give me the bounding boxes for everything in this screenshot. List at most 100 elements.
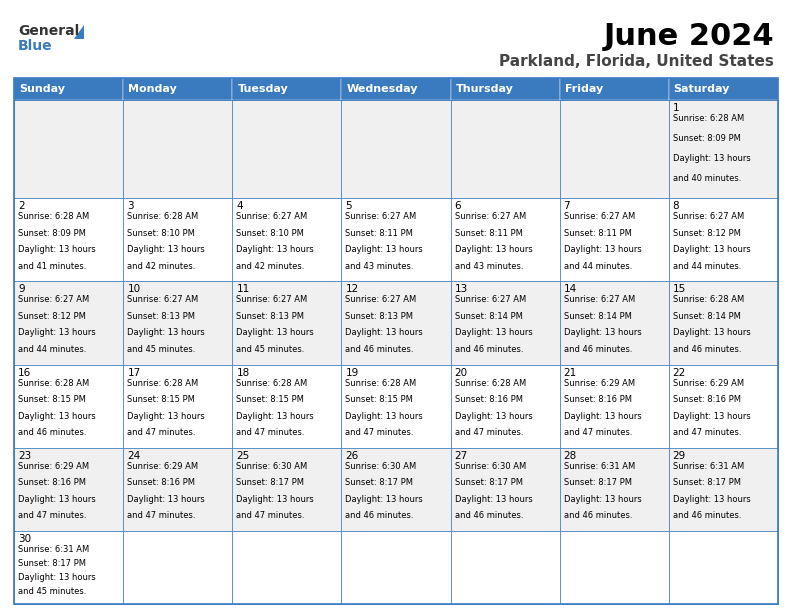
- Text: and 46 minutes.: and 46 minutes.: [345, 511, 414, 520]
- Text: Daylight: 13 hours: Daylight: 13 hours: [128, 411, 205, 420]
- Bar: [14, 198, 124, 282]
- Text: Sunrise: 6:28 AM: Sunrise: 6:28 AM: [345, 379, 417, 387]
- Bar: [451, 448, 560, 531]
- Text: Sunset: 8:12 PM: Sunset: 8:12 PM: [18, 312, 86, 321]
- Text: and 44 minutes.: and 44 minutes.: [18, 345, 86, 354]
- Bar: [668, 448, 778, 531]
- Text: Daylight: 13 hours: Daylight: 13 hours: [18, 329, 96, 337]
- Text: Sunset: 8:17 PM: Sunset: 8:17 PM: [564, 478, 631, 487]
- Text: and 45 minutes.: and 45 minutes.: [128, 345, 196, 354]
- Bar: [124, 448, 232, 531]
- Bar: [560, 448, 668, 531]
- Text: and 47 minutes.: and 47 minutes.: [236, 511, 305, 520]
- Bar: [668, 198, 778, 282]
- Text: Daylight: 13 hours: Daylight: 13 hours: [672, 154, 751, 163]
- Text: 4: 4: [236, 201, 243, 211]
- Text: Sunrise: 6:30 AM: Sunrise: 6:30 AM: [345, 462, 417, 471]
- Text: Sunset: 8:17 PM: Sunset: 8:17 PM: [18, 559, 86, 568]
- Text: and 46 minutes.: and 46 minutes.: [564, 345, 632, 354]
- Bar: [232, 365, 341, 448]
- Text: and 43 minutes.: and 43 minutes.: [455, 262, 523, 271]
- Text: Sunset: 8:17 PM: Sunset: 8:17 PM: [236, 478, 304, 487]
- Bar: [451, 365, 560, 448]
- Text: Blue: Blue: [18, 39, 52, 53]
- Text: 25: 25: [236, 451, 249, 461]
- Text: Daylight: 13 hours: Daylight: 13 hours: [672, 245, 751, 254]
- Text: 12: 12: [345, 285, 359, 294]
- Text: Daylight: 13 hours: Daylight: 13 hours: [564, 245, 642, 254]
- Text: Daylight: 13 hours: Daylight: 13 hours: [672, 494, 751, 504]
- Text: Friday: Friday: [565, 84, 603, 94]
- Bar: [124, 100, 232, 198]
- Text: Sunrise: 6:29 AM: Sunrise: 6:29 AM: [564, 379, 634, 387]
- Text: Sunrise: 6:27 AM: Sunrise: 6:27 AM: [345, 212, 417, 222]
- Text: June 2024: June 2024: [604, 22, 774, 51]
- Text: 26: 26: [345, 451, 359, 461]
- Bar: [560, 198, 668, 282]
- Text: 11: 11: [236, 285, 249, 294]
- Text: Sunrise: 6:31 AM: Sunrise: 6:31 AM: [18, 545, 89, 554]
- Text: Sunset: 8:14 PM: Sunset: 8:14 PM: [455, 312, 523, 321]
- Text: and 47 minutes.: and 47 minutes.: [672, 428, 741, 437]
- Text: Sunset: 8:17 PM: Sunset: 8:17 PM: [672, 478, 741, 487]
- Text: Sunset: 8:11 PM: Sunset: 8:11 PM: [564, 229, 631, 237]
- Bar: [560, 365, 668, 448]
- Bar: [668, 100, 778, 198]
- Text: Sunset: 8:11 PM: Sunset: 8:11 PM: [455, 229, 523, 237]
- Text: Thursday: Thursday: [455, 84, 513, 94]
- Text: and 46 minutes.: and 46 minutes.: [672, 345, 741, 354]
- Text: 3: 3: [128, 201, 134, 211]
- Bar: [341, 78, 451, 100]
- Bar: [14, 531, 124, 604]
- Text: Sunrise: 6:28 AM: Sunrise: 6:28 AM: [672, 296, 744, 304]
- Text: Sunset: 8:13 PM: Sunset: 8:13 PM: [345, 312, 413, 321]
- Text: Daylight: 13 hours: Daylight: 13 hours: [128, 494, 205, 504]
- Bar: [341, 198, 451, 282]
- Bar: [451, 198, 560, 282]
- Text: Sunrise: 6:27 AM: Sunrise: 6:27 AM: [672, 212, 744, 222]
- Text: Sunrise: 6:27 AM: Sunrise: 6:27 AM: [564, 212, 635, 222]
- Polygon shape: [74, 25, 84, 39]
- Text: Sunset: 8:16 PM: Sunset: 8:16 PM: [18, 478, 86, 487]
- Bar: [451, 282, 560, 365]
- Text: Sunrise: 6:27 AM: Sunrise: 6:27 AM: [564, 296, 635, 304]
- Text: Sunrise: 6:27 AM: Sunrise: 6:27 AM: [236, 296, 307, 304]
- Text: Daylight: 13 hours: Daylight: 13 hours: [345, 411, 423, 420]
- Text: Daylight: 13 hours: Daylight: 13 hours: [564, 494, 642, 504]
- Text: Sunrise: 6:30 AM: Sunrise: 6:30 AM: [236, 462, 307, 471]
- Text: and 45 minutes.: and 45 minutes.: [236, 345, 305, 354]
- Text: 24: 24: [128, 451, 140, 461]
- Text: Sunday: Sunday: [19, 84, 65, 94]
- Bar: [124, 282, 232, 365]
- Text: and 41 minutes.: and 41 minutes.: [18, 262, 86, 271]
- Text: Sunrise: 6:28 AM: Sunrise: 6:28 AM: [236, 379, 307, 387]
- Text: Sunset: 8:16 PM: Sunset: 8:16 PM: [672, 395, 741, 404]
- Bar: [232, 531, 341, 604]
- Bar: [668, 365, 778, 448]
- Text: Daylight: 13 hours: Daylight: 13 hours: [455, 411, 532, 420]
- Text: 22: 22: [672, 368, 686, 378]
- Text: and 40 minutes.: and 40 minutes.: [672, 174, 741, 183]
- Bar: [451, 78, 560, 100]
- Text: 18: 18: [236, 368, 249, 378]
- Text: Parkland, Florida, United States: Parkland, Florida, United States: [499, 54, 774, 69]
- Text: 14: 14: [564, 285, 577, 294]
- Text: Sunset: 8:12 PM: Sunset: 8:12 PM: [672, 229, 741, 237]
- Bar: [232, 78, 341, 100]
- Text: Sunset: 8:09 PM: Sunset: 8:09 PM: [18, 229, 86, 237]
- Text: Daylight: 13 hours: Daylight: 13 hours: [455, 494, 532, 504]
- Bar: [341, 448, 451, 531]
- Text: Daylight: 13 hours: Daylight: 13 hours: [672, 329, 751, 337]
- Text: Daylight: 13 hours: Daylight: 13 hours: [128, 329, 205, 337]
- Text: Daylight: 13 hours: Daylight: 13 hours: [345, 494, 423, 504]
- Text: Daylight: 13 hours: Daylight: 13 hours: [564, 329, 642, 337]
- Text: Daylight: 13 hours: Daylight: 13 hours: [345, 329, 423, 337]
- Text: Sunset: 8:14 PM: Sunset: 8:14 PM: [564, 312, 631, 321]
- Text: Sunset: 8:13 PM: Sunset: 8:13 PM: [128, 312, 196, 321]
- Bar: [341, 282, 451, 365]
- Text: and 46 minutes.: and 46 minutes.: [564, 511, 632, 520]
- Bar: [451, 100, 560, 198]
- Text: and 44 minutes.: and 44 minutes.: [672, 262, 741, 271]
- Bar: [341, 531, 451, 604]
- Bar: [341, 365, 451, 448]
